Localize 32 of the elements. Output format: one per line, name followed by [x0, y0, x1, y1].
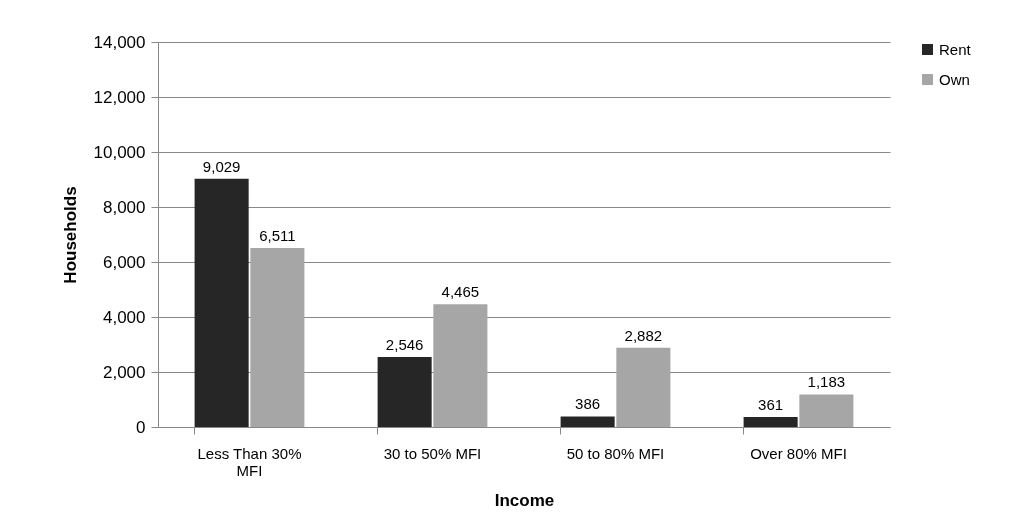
- data-label: 386: [575, 395, 601, 413]
- y-tick-label: 10,000: [93, 142, 146, 162]
- data-label: 6,511: [259, 226, 296, 244]
- bar: [433, 304, 488, 427]
- data-label: 1,183: [807, 373, 846, 391]
- legend-label: Rent: [939, 40, 972, 58]
- bar: [799, 394, 854, 427]
- bar: [616, 347, 671, 427]
- bar: [560, 416, 615, 427]
- y-tick-label: 12,000: [93, 87, 146, 107]
- y-tick-label: 0: [136, 417, 146, 437]
- bar: [250, 247, 305, 427]
- x-tick-label: 50 to 80% MFI: [566, 444, 665, 462]
- y-axis-title: Households: [60, 186, 80, 284]
- bar: [743, 417, 798, 427]
- y-tick-label: 4,000: [102, 307, 146, 327]
- bar: [377, 356, 432, 427]
- y-tick-label: 14,000: [93, 32, 146, 52]
- y-tick-label: 6,000: [102, 252, 146, 272]
- x-tick-label: Less Than 30% MFI: [197, 444, 302, 479]
- x-tick-label: 30 to 50% MFI: [383, 444, 482, 462]
- bar: [194, 178, 249, 427]
- data-label: 9,029: [202, 157, 241, 175]
- legend-label: Own: [939, 70, 970, 88]
- data-label: 4,465: [441, 283, 480, 301]
- data-label: 2,882: [624, 326, 663, 344]
- y-tick-label: 2,000: [102, 362, 146, 382]
- x-axis-title: Income: [494, 490, 555, 510]
- y-tick-label: 8,000: [102, 197, 146, 217]
- data-label: 361: [758, 396, 784, 414]
- data-label: 2,546: [385, 335, 424, 353]
- x-tick-label: Over 80% MFI: [750, 444, 847, 462]
